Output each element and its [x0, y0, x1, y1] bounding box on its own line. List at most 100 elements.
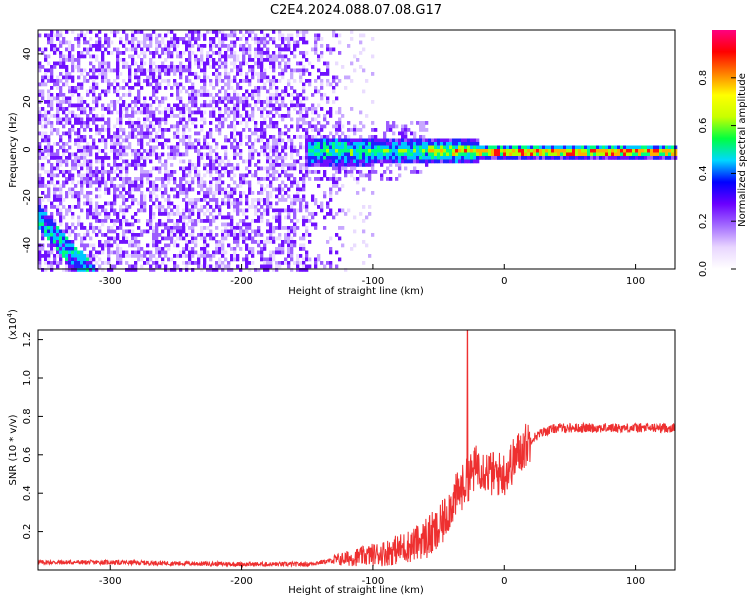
- spectrogram-cell: [260, 40, 264, 45]
- spectrogram-cell: [431, 149, 435, 153]
- spectrogram-cell: [335, 180, 339, 185]
- spectrogram-cell: [188, 37, 192, 41]
- spectrogram-cell: [371, 54, 375, 59]
- spectrogram-cell: [155, 264, 159, 269]
- spectrogram-cell: [299, 117, 303, 122]
- spectrogram-cell: [305, 201, 309, 206]
- spectrogram-cell: [215, 215, 219, 220]
- spectrogram-cell: [323, 215, 327, 220]
- spectrogram-cell: [98, 96, 102, 101]
- spectrogram-cell: [140, 72, 144, 76]
- spectrogram-cell: [242, 233, 246, 237]
- spectrogram-cell: [110, 226, 114, 230]
- spectrogram-cell: [155, 44, 159, 48]
- spectrogram-cell: [170, 177, 174, 181]
- spectrogram-cell: [623, 149, 627, 153]
- spectrogram-cell: [134, 250, 138, 255]
- spectrogram-cell: [116, 166, 120, 171]
- spectrogram-cell: [119, 222, 123, 227]
- spectrogram-cell: [140, 128, 144, 132]
- spectrogram-cell: [113, 198, 117, 202]
- spectrogram-cell: [302, 187, 306, 192]
- spectrogram-cell: [155, 226, 159, 230]
- spectrogram-cell: [170, 212, 174, 216]
- spectrogram-cell: [212, 96, 216, 101]
- spectrogram-cell: [62, 159, 66, 164]
- spectrogram-cell: [248, 149, 252, 153]
- spectrogram-cell: [62, 58, 66, 62]
- spectrogram-cell: [383, 145, 387, 150]
- spectrogram-cell: [455, 159, 459, 164]
- spectrogram-cell: [221, 240, 225, 244]
- spectrogram-cell: [161, 131, 165, 136]
- spectrogram-cell: [65, 170, 69, 174]
- spectrogram-cell: [272, 138, 276, 143]
- spectrogram-cell: [560, 156, 564, 160]
- spectrogram-cell: [203, 261, 207, 265]
- spectrogram-cell: [146, 128, 150, 132]
- spectrogram-cell: [101, 58, 105, 62]
- spectrogram-cell: [134, 236, 138, 241]
- spectrogram-cell: [188, 51, 192, 55]
- spectrogram-cell: [68, 72, 72, 76]
- spectrogram-cell: [134, 264, 138, 269]
- spectrogram-cell: [236, 236, 240, 241]
- spectrogram-cell: [122, 166, 126, 171]
- spectrogram-cell: [116, 215, 120, 220]
- spectrogram-cell: [623, 145, 627, 150]
- spectrogram-cell: [119, 37, 123, 41]
- spectrogram-cell: [128, 187, 132, 192]
- spectrogram-cell: [104, 65, 108, 69]
- spectrogram-cell: [248, 170, 252, 174]
- spectrogram-cell: [647, 152, 651, 157]
- spectrogram-cell: [422, 142, 426, 146]
- spectrogram-cell: [215, 75, 219, 80]
- spectrogram-cell: [155, 40, 159, 45]
- spectrogram-cell: [407, 159, 411, 164]
- spectrogram-cell: [272, 93, 276, 97]
- spectrogram-cell: [38, 82, 42, 87]
- spectrogram-cell: [41, 205, 45, 209]
- spectrogram-cell: [317, 205, 321, 209]
- spectrogram-cell: [143, 44, 147, 48]
- spectrogram-cell: [623, 156, 627, 160]
- spectrogram-cell: [185, 215, 189, 220]
- spectrogram-cell: [386, 128, 390, 132]
- spectrogram-cell: [152, 100, 156, 104]
- spectrogram-cell: [236, 166, 240, 171]
- spectrogram-cell: [284, 61, 288, 66]
- spectrogram-cell: [200, 264, 204, 269]
- spectrogram-cell: [422, 159, 426, 164]
- spectrogram-cell: [56, 173, 60, 178]
- spectrogram-cell: [101, 149, 105, 153]
- snr-y-tick-label: 0.4: [22, 485, 33, 501]
- spectrogram-cell: [305, 30, 309, 34]
- spectrogram-cell: [404, 135, 408, 139]
- spectrogram-cell: [329, 47, 333, 52]
- spectrogram-cell: [149, 159, 153, 164]
- spectrogram-cell: [80, 254, 84, 258]
- spectrogram-cell: [224, 107, 228, 111]
- spectrogram-cell: [248, 236, 252, 241]
- spectrogram-cell: [131, 215, 135, 220]
- spectrogram-cell: [347, 159, 351, 164]
- spectrogram-cell: [47, 33, 51, 38]
- spectrogram-cell: [215, 72, 219, 76]
- spectrogram-cell: [269, 110, 273, 115]
- spectrogram-cell: [197, 215, 201, 220]
- spectrogram-cell: [257, 44, 261, 48]
- spectrogram-cell: [95, 100, 99, 104]
- spectrogram-cell: [251, 236, 255, 241]
- spectrogram-cell: [665, 145, 669, 150]
- spectrogram-cell: [140, 194, 144, 199]
- spectrogram-cell: [329, 250, 333, 255]
- spectrogram-cell: [146, 222, 150, 227]
- spectrogram-cell: [374, 128, 378, 132]
- spectrogram-cell: [92, 75, 96, 80]
- spectrogram-cell: [188, 40, 192, 45]
- spectrogram-cell: [533, 152, 537, 157]
- spectrogram-cell: [269, 173, 273, 178]
- spectrogram-cell: [95, 194, 99, 199]
- spectrogram-cell: [263, 240, 267, 244]
- spectrogram-cell: [149, 149, 153, 153]
